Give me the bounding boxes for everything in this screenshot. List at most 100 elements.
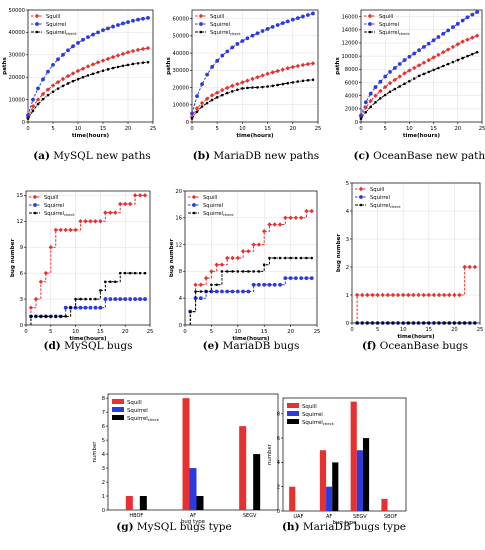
data-point-check (31, 109, 35, 113)
data-point-squill (251, 242, 256, 247)
data-point-check (195, 110, 199, 113)
data-point-check (463, 321, 466, 325)
legend-marker-check (359, 203, 363, 207)
data-point-squill (421, 292, 426, 298)
legend-marker-check (33, 211, 37, 215)
data-point-check (34, 315, 38, 318)
data-point-squirrel (143, 297, 147, 301)
data-point-check (360, 321, 364, 325)
data-point-squill (298, 215, 304, 220)
y-tick-label: 8 (277, 412, 280, 418)
data-point-squirrel (267, 282, 272, 287)
data-point-check (374, 100, 377, 104)
legend-marker-squill (191, 194, 197, 200)
data-point-check (84, 297, 87, 301)
data-point-squill (397, 74, 402, 79)
data-point-squill (127, 201, 133, 207)
data-point-check (251, 86, 254, 89)
data-point-check (66, 82, 70, 85)
caption-oceanbase-bugs: (f) OceanBase bugs (335, 340, 485, 352)
x-tick-label: 15 (261, 329, 268, 335)
y-tick-label: 4 (277, 460, 281, 466)
data-point-check (364, 110, 368, 114)
data-point-check (289, 256, 292, 260)
x-tick-label: 10 (239, 126, 246, 132)
legend-label-squill: Squill (370, 187, 384, 193)
x-tick-label: 25 (479, 126, 485, 132)
data-point-squirrel (240, 39, 245, 43)
legend-swatch-squill (287, 403, 299, 408)
data-point-squirrel (133, 297, 138, 301)
data-point-squirrel (96, 30, 100, 35)
data-point-squirrel (225, 289, 230, 294)
data-point-squirrel (283, 276, 288, 280)
data-point-squill (293, 215, 299, 220)
legend-label-squirrel: Squirrel (370, 195, 390, 201)
data-point-check (241, 270, 245, 273)
y-tick-label: 15 (16, 193, 23, 199)
x-tick-label: 0 (24, 329, 27, 335)
data-point-squirrel (198, 296, 203, 301)
data-point-squill (78, 219, 83, 224)
data-point-check (61, 84, 65, 88)
y-tick-label: 4 (179, 296, 183, 302)
data-point-squill (470, 35, 475, 40)
data-point-check (205, 101, 209, 105)
data-point-squirrel (278, 282, 282, 287)
data-point-squill (457, 292, 462, 298)
y-tick-label: 1 (102, 494, 105, 500)
data-point-squill (280, 67, 285, 72)
y-tick-label: 16 (175, 216, 182, 222)
data-point-check (468, 321, 472, 325)
data-point-check (123, 271, 127, 275)
data-point-squill (467, 264, 472, 270)
data-point-squirrel (83, 305, 88, 310)
legend-label-squill: Squill (302, 404, 317, 410)
y-tick-label: 20000 (172, 85, 189, 91)
x-tick-label: 10 (234, 329, 241, 335)
legend-label-check: Squirrelcheck (127, 416, 160, 422)
data-point-check (106, 68, 110, 71)
data-point-squill (120, 51, 126, 57)
data-point-squirrel (368, 91, 373, 96)
caption-label: (f) (361, 340, 377, 352)
data-point-squill (354, 292, 360, 298)
data-point-check (121, 64, 125, 68)
data-point-squill (73, 227, 78, 233)
legend-label-squill: Squill (203, 195, 217, 201)
y-tick-label: 8000 (345, 67, 358, 73)
data-point-squirrel (470, 12, 475, 17)
data-point-squill (83, 219, 88, 224)
plot-frame (25, 190, 151, 326)
data-point-squill (460, 39, 465, 44)
data-point-squill (235, 81, 240, 87)
x-tick-label: 0 (350, 327, 353, 333)
x-tick-label: 5 (49, 329, 52, 335)
y-tick-label: 0 (22, 120, 25, 126)
y-axis-label: bug number (169, 239, 175, 278)
legend-marker-squirrel (199, 22, 203, 26)
data-point-check (396, 321, 400, 325)
data-point-squirrel (446, 28, 451, 33)
data-point-squill (416, 292, 421, 298)
data-point-check (59, 315, 63, 318)
data-point-squill (48, 244, 53, 250)
data-point-squill (380, 292, 385, 298)
legend-label-squirrel: Squirrel (44, 203, 64, 209)
data-point-squirrel (272, 282, 277, 287)
data-point-squirrel (51, 62, 55, 67)
data-point-check (231, 270, 234, 273)
data-point-check (190, 117, 194, 120)
data-point-check (376, 321, 379, 325)
data-point-check (74, 297, 77, 301)
bar-check (253, 454, 261, 510)
data-point-squill (300, 62, 306, 68)
legend: Squill Squirrel Squirrelcheck (287, 403, 335, 426)
data-point-squirrel (251, 282, 256, 287)
data-point-squirrel (295, 16, 300, 20)
data-point-squirrel (402, 58, 407, 62)
caption-text: MariaDB new paths (210, 150, 320, 162)
data-point-squill (193, 282, 198, 287)
legend: Squill Squirrel Squirrelcheck (31, 13, 77, 36)
legend-label-squill: Squill (379, 14, 393, 20)
